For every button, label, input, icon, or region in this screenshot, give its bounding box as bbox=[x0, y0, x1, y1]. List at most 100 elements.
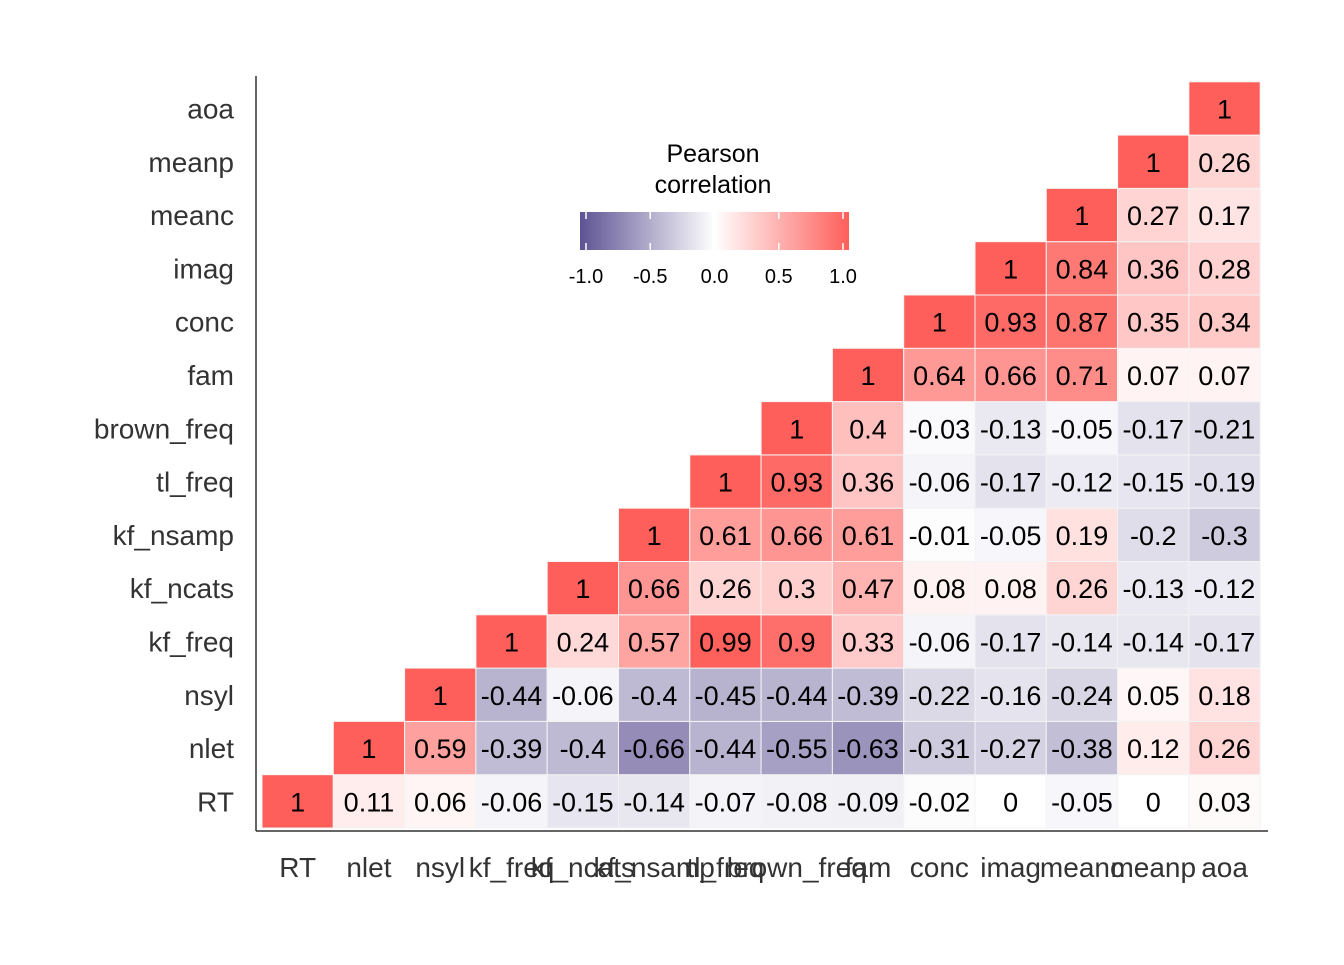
cell-value-label-kf_ncats-kf_ncats: 1 bbox=[575, 574, 590, 604]
heatmap-cell-kf_freq-nlet bbox=[475, 720, 548, 776]
heatmap-cell-meanp-fam bbox=[1117, 347, 1190, 403]
cell-value-label-fam-RT: -0.09 bbox=[837, 787, 899, 817]
cell-value-label-brown_freq-RT: -0.08 bbox=[766, 787, 828, 817]
legend-tick-label: 1.0 bbox=[829, 266, 857, 288]
y-tick-label-kf_freq: kf_freq bbox=[148, 626, 234, 657]
cell-value-label-imag-RT: 0 bbox=[1003, 787, 1018, 817]
cell-value-label-imag-kf_ncats: 0.08 bbox=[984, 574, 1037, 604]
cell-value-label-aoa-tl_freq: -0.19 bbox=[1194, 468, 1256, 498]
cell-value-label-aoa-conc: 0.34 bbox=[1198, 308, 1251, 338]
cell-value-label-meanc-fam: 0.71 bbox=[1056, 361, 1109, 391]
cell-value-label-kf_nsamp-nsyl: -0.4 bbox=[631, 681, 678, 711]
cell-value-label-fam-nlet: -0.63 bbox=[837, 734, 899, 764]
y-tick-label-kf_ncats: kf_ncats bbox=[130, 573, 234, 604]
heatmap-cell-imag-tl_freq bbox=[974, 454, 1047, 509]
cell-value-label-imag-kf_freq: -0.17 bbox=[980, 627, 1042, 657]
cell-value-label-kf_freq-kf_freq: 1 bbox=[504, 627, 519, 657]
heatmap-cell-nsyl-RT bbox=[404, 774, 477, 829]
cell-value-label-nlet-RT: 0.11 bbox=[344, 787, 395, 817]
heatmap-cell-fam-nlet bbox=[831, 720, 905, 776]
heatmap-cell-aoa-meanc bbox=[1188, 187, 1261, 243]
cell-value-label-kf_nsamp-nlet: -0.66 bbox=[623, 734, 685, 764]
legend-tick-label: 0.5 bbox=[765, 266, 793, 288]
cell-value-label-kf_ncats-nlet: -0.4 bbox=[560, 734, 607, 764]
heatmap-cell-aoa-kf_freq bbox=[1188, 614, 1261, 669]
cell-value-label-meanp-kf_nsamp: -0.2 bbox=[1130, 521, 1177, 551]
heatmap-cell-meanp-meanp bbox=[1117, 134, 1190, 189]
cell-value-label-aoa-kf_nsamp: -0.3 bbox=[1201, 521, 1248, 551]
heatmap-cell-imag-conc bbox=[974, 294, 1047, 349]
heatmap-cell-aoa-nlet bbox=[1188, 720, 1261, 776]
heatmap-cell-nlet-nlet bbox=[332, 720, 406, 776]
cell-value-label-tl_freq-nsyl: -0.45 bbox=[695, 681, 757, 711]
legend-title: Pearson correlation bbox=[655, 140, 772, 199]
y-tick-label-meanp: meanp bbox=[148, 147, 234, 178]
x-tick-label-kf_ncats: kf_ncats bbox=[531, 852, 635, 883]
x-tick-label-imag: imag bbox=[980, 852, 1041, 883]
cell-value-label-aoa-kf_freq: -0.17 bbox=[1194, 627, 1256, 657]
y-tick-label-RT: RT bbox=[197, 786, 234, 817]
legend: Pearson correlation -1.0 -0.5 0.0 0.5 1.0 bbox=[569, 140, 857, 288]
heatmap-cell-imag-brown_freq bbox=[974, 401, 1047, 456]
cell-value-label-meanc-meanc: 1 bbox=[1074, 201, 1089, 231]
heatmap-cell-conc-kf_ncats bbox=[903, 561, 976, 616]
heatmap-cell-aoa-RT bbox=[1188, 774, 1261, 829]
heatmap-cell-aoa-kf_ncats bbox=[1188, 561, 1261, 616]
heatmap-cell-kf_ncats-nsyl bbox=[546, 667, 620, 722]
heatmap-cell-kf_nsamp-kf_ncats bbox=[618, 561, 691, 616]
cell-value-label-aoa-RT: 0.03 bbox=[1198, 787, 1251, 817]
legend-tick-label: 0.0 bbox=[701, 266, 729, 288]
heatmap-cell-aoa-kf_nsamp bbox=[1188, 507, 1261, 563]
y-tick-label-brown_freq: brown_freq bbox=[94, 413, 234, 444]
cell-value-label-meanc-nsyl: -0.24 bbox=[1051, 681, 1113, 711]
x-tick-label-aoa: aoa bbox=[1201, 852, 1248, 883]
cell-value-label-meanc-kf_ncats: 0.26 bbox=[1056, 574, 1109, 604]
heatmap-cell-meanc-tl_freq bbox=[1045, 454, 1119, 509]
cell-value-label-meanp-kf_ncats: -0.13 bbox=[1122, 574, 1184, 604]
x-tick-label-brown_freq: brown_freq bbox=[727, 852, 867, 883]
y-tick-label-aoa: aoa bbox=[187, 93, 234, 124]
cell-value-label-fam-fam: 1 bbox=[861, 361, 876, 391]
cell-value-label-imag-conc: 0.93 bbox=[984, 308, 1037, 338]
cell-value-label-conc-RT: -0.02 bbox=[909, 787, 971, 817]
y-tick-label-kf_nsamp: kf_nsamp bbox=[113, 520, 234, 551]
cell-value-label-meanp-imag: 0.36 bbox=[1127, 254, 1180, 284]
x-tick-label-nlet: nlet bbox=[346, 852, 391, 883]
cell-value-label-meanc-conc: 0.87 bbox=[1056, 308, 1109, 338]
cell-value-label-tl_freq-kf_nsamp: 0.61 bbox=[699, 521, 752, 551]
cell-value-label-kf_freq-RT: -0.06 bbox=[481, 787, 543, 817]
heatmap-cell-brown_freq-brown_freq bbox=[760, 401, 833, 456]
x-tick-label-RT: RT bbox=[279, 852, 316, 883]
cell-value-label-conc-kf_ncats: 0.08 bbox=[913, 574, 966, 604]
heatmap-cell-brown_freq-tl_freq bbox=[760, 454, 833, 509]
cell-value-label-conc-kf_freq: -0.06 bbox=[909, 627, 971, 657]
x-tick-label-tl_freq: tl_freq bbox=[687, 852, 765, 883]
cell-value-label-meanp-nlet: 0.12 bbox=[1127, 734, 1180, 764]
cell-value-label-kf_ncats-kf_freq: 0.24 bbox=[557, 627, 610, 657]
cell-value-label-imag-tl_freq: -0.17 bbox=[980, 468, 1042, 498]
cell-value-label-aoa-imag: 0.28 bbox=[1198, 254, 1251, 284]
cell-value-label-meanp-nsyl: 0.05 bbox=[1127, 681, 1180, 711]
cell-value-label-brown_freq-nlet: -0.55 bbox=[766, 734, 828, 764]
cell-value-label-conc-conc: 1 bbox=[932, 308, 947, 338]
cell-value-label-brown_freq-nsyl: -0.44 bbox=[766, 681, 828, 711]
heatmap-cell-nlet-RT bbox=[332, 774, 406, 829]
heatmap-cell-meanc-kf_nsamp bbox=[1045, 507, 1119, 563]
heatmap-cell-aoa-nsyl bbox=[1188, 667, 1261, 722]
heatmap-cell-brown_freq-RT bbox=[760, 774, 833, 829]
cell-value-label-fam-kf_nsamp: 0.61 bbox=[842, 521, 895, 551]
cell-value-label-conc-nlet: -0.31 bbox=[909, 734, 971, 764]
heatmap-cell-meanc-conc bbox=[1045, 294, 1119, 349]
heatmap-cell-meanc-RT bbox=[1045, 774, 1119, 829]
x-tick-label-meanc: meanc bbox=[1040, 852, 1124, 883]
y-tick-label-fam: fam bbox=[187, 360, 234, 391]
x-tick-label-nsyl: nsyl bbox=[415, 852, 465, 883]
cell-value-label-tl_freq-kf_ncats: 0.26 bbox=[699, 574, 752, 604]
cell-value-label-imag-brown_freq: -0.13 bbox=[980, 414, 1042, 444]
heatmap-cell-conc-nsyl bbox=[903, 667, 976, 722]
heatmap-cell-meanp-conc bbox=[1117, 294, 1190, 349]
heatmap-cell-tl_freq-kf_nsamp bbox=[689, 507, 762, 563]
cell-value-label-aoa-aoa: 1 bbox=[1217, 94, 1232, 124]
heatmap-cell-meanp-RT bbox=[1117, 774, 1190, 829]
cell-value-label-imag-imag: 1 bbox=[1003, 254, 1018, 284]
